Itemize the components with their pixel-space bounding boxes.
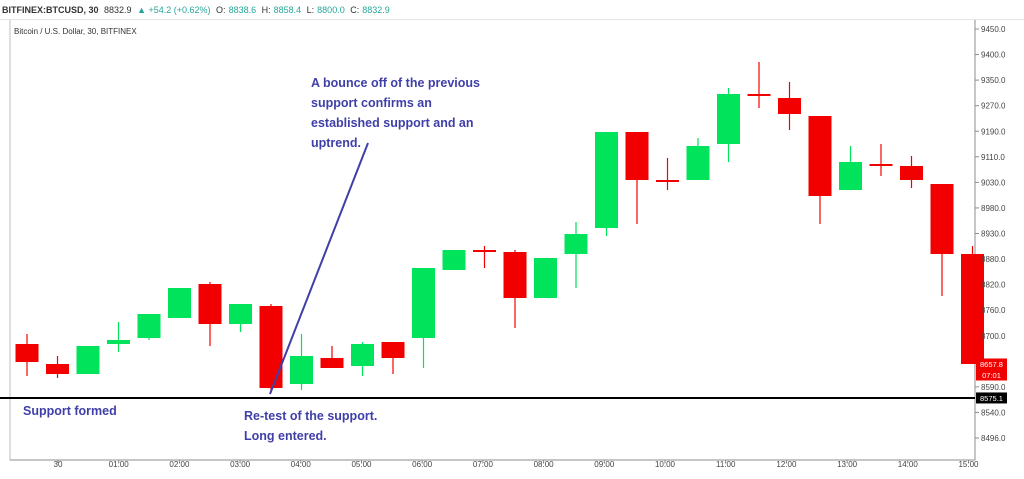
candle-body-down (503, 252, 527, 298)
time-axis-labels: 30 01:00 02:00 03:00 04:00 05:00 06:00 07:00 08:… (54, 460, 980, 469)
chart-background (0, 20, 1024, 479)
annotation-bounce: A bounce off of the previous support con… (311, 76, 483, 150)
candle-body-up (168, 288, 191, 318)
time-tick-label: 01:00 (109, 460, 130, 469)
close-value: 8832.9 (362, 5, 390, 15)
candle-body-down (198, 284, 222, 324)
candle-body-up (290, 356, 313, 384)
candle-body-down (900, 166, 923, 180)
candle-body-down (778, 98, 801, 114)
price-tick-label: 9110.0 (981, 153, 1005, 162)
close-label: C: (350, 5, 360, 15)
time-tick-label: 13:00 (837, 460, 858, 469)
annotation-arrow (269, 142, 369, 395)
time-tick-label: 04:00 (291, 460, 312, 469)
time-tick-label: 15:00 (958, 460, 979, 469)
price-tick-label: 8820.0 (981, 281, 1006, 290)
symbol-label: BITFINEX:BTCUSD, 30 (2, 5, 99, 15)
time-tick-label: 05:00 (351, 460, 372, 469)
time-tick-label: 09:00 (594, 460, 615, 469)
price-tick-label: 8496.0 (981, 434, 1006, 443)
candle-body-down (15, 344, 39, 362)
price-tick-label: 8930.0 (981, 230, 1006, 239)
candle-body-down (656, 180, 679, 182)
candle-body-down (747, 94, 771, 96)
open-label: O: (216, 5, 226, 15)
countdown-badge-text: 07:01 (982, 371, 1001, 380)
annotation-retest: Re-test of the support. Long entered. (244, 409, 381, 443)
price-tick-label: 9400.0 (981, 51, 1006, 60)
candle-body-up (351, 344, 374, 366)
candle-body-down (381, 342, 405, 358)
candle-body-down (808, 116, 832, 196)
candle-body-down (473, 250, 496, 252)
countdown-badge (976, 369, 1007, 381)
candle-body-up (229, 304, 252, 324)
price-tick-label: 8880.0 (981, 255, 1006, 264)
candle-body-up (595, 132, 618, 228)
time-tick-label: 02:00 (169, 460, 190, 469)
time-tick-label: 12:00 (776, 460, 797, 469)
candle-body-up (107, 340, 130, 344)
high-label: H: (261, 5, 271, 15)
candle-body-down (625, 132, 649, 180)
candle-body-up (717, 94, 740, 144)
current-price-badge (976, 358, 1007, 370)
time-tick-label: 14:00 (898, 460, 919, 469)
price-axis-labels: 9450.0 9400.0 9350.0 9270.0 9190.0 9110.0 9030… (981, 25, 1006, 443)
candle-body-down (961, 254, 984, 364)
candlestick-chart[interactable]: Bitcoin / U.S. Dollar, 30, BITFINEX 9450… (0, 20, 1024, 479)
high-value: 8858.4 (273, 5, 302, 15)
price-change: ▲ +54.2 (+0.62%) (137, 5, 211, 15)
last-price: 8832.9 (104, 5, 132, 15)
candle-body-down (46, 364, 69, 374)
time-tick-label: 06:00 (412, 460, 433, 469)
price-tick-label: 8700.0 (981, 332, 1006, 341)
low-value: 8800.0 (317, 5, 345, 15)
candle-body-up (137, 314, 161, 338)
candle-body-up (564, 234, 588, 254)
annotation-support: Support formed (23, 404, 117, 418)
candle-body-up (686, 146, 710, 180)
support-price-badge (976, 392, 1007, 404)
annotation-retest-line: Long entered. (244, 429, 327, 443)
candle-body-down (869, 164, 893, 166)
symbol-header: BITFINEX:BTCUSD, 30 8832.9 ▲ +54.2 (+0.6… (0, 0, 1024, 20)
time-tick-label: 30 (54, 460, 63, 469)
price-tick-label: 8980.0 (981, 204, 1006, 213)
candle-body-up (442, 250, 466, 270)
candle-body-down (320, 358, 344, 368)
current-price-badge-text: 8657.8 (980, 360, 1003, 369)
candle-body-up (839, 162, 862, 190)
time-tick-label: 08:00 (534, 460, 555, 469)
annotation-bounce-line: uptrend. (311, 136, 361, 150)
time-tick-label: 11:00 (716, 460, 736, 469)
time-tick-label: 03:00 (230, 460, 251, 469)
candle-body-up (76, 346, 100, 374)
chart-title: Bitcoin / U.S. Dollar, 30, BITFINEX (14, 27, 137, 36)
price-tick-label: 8540.0 (981, 408, 1006, 417)
price-tick-label: 9270.0 (981, 102, 1006, 111)
annotation-bounce-line: support confirms an (311, 96, 432, 110)
annotation-retest-line: Re-test of the support. (244, 409, 377, 423)
candle-body-down (259, 306, 283, 388)
candle-body-up (412, 268, 435, 338)
low-label: L: (306, 5, 315, 15)
price-tick-label: 8590.0 (981, 383, 1006, 392)
annotation-bounce-line: A bounce off of the previous (311, 76, 480, 90)
candles (15, 62, 984, 392)
price-tick-label: 9190.0 (981, 127, 1006, 136)
price-tick-label: 9450.0 (981, 25, 1006, 34)
time-tick-label: 07:00 (473, 460, 494, 469)
price-tick-label: 9350.0 (981, 76, 1006, 85)
price-tick-label: 8760.0 (981, 306, 1006, 315)
price-badges: 8657.8 07:01 8575.1 (976, 358, 1007, 404)
time-tick-label: 10:00 (655, 460, 676, 469)
candle-body-down (930, 184, 954, 254)
annotation-bounce-line: established support and an (311, 116, 474, 130)
open-value: 8838.6 (228, 5, 257, 15)
price-tick-label: 9030.0 (981, 178, 1006, 187)
candle-body-up (534, 258, 557, 298)
support-price-badge-text: 8575.1 (980, 394, 1003, 403)
